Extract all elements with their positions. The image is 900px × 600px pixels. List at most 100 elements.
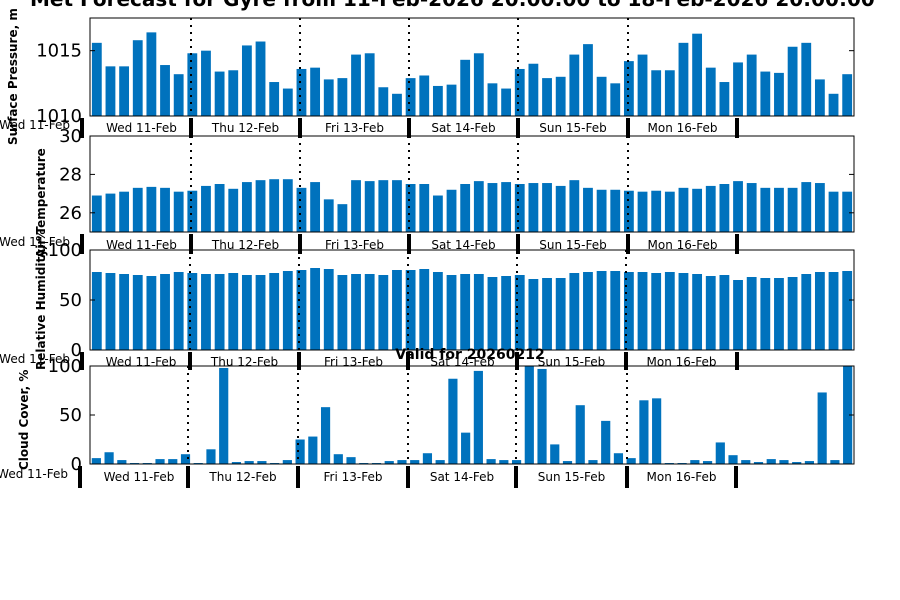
bar	[241, 275, 252, 350]
day-label: Sat 14-Feb	[430, 470, 494, 484]
bar	[779, 460, 789, 464]
bar	[814, 183, 825, 232]
bar	[214, 184, 225, 232]
bar	[487, 277, 498, 350]
bar	[219, 367, 229, 464]
bar	[168, 459, 178, 464]
bar	[119, 274, 130, 350]
bar	[397, 460, 407, 464]
bar	[132, 187, 143, 232]
bar	[760, 278, 771, 350]
bar	[105, 273, 116, 350]
day-label: Fri 13-Feb	[324, 355, 383, 369]
bar	[637, 191, 648, 232]
bar	[446, 189, 457, 232]
bar	[542, 278, 552, 350]
bar	[623, 190, 634, 232]
bar	[473, 181, 484, 232]
bar	[419, 184, 430, 232]
bar	[405, 270, 416, 350]
day-label: Fri 13-Feb	[324, 470, 383, 484]
bar	[610, 271, 621, 350]
ylabel-air-temperature: Air Temperature	[34, 148, 48, 258]
bar	[524, 366, 534, 464]
bar	[214, 71, 225, 116]
day-label-edge: Wed 11-Feb	[0, 118, 70, 132]
bar	[206, 449, 216, 464]
bar	[257, 461, 267, 464]
bar	[364, 181, 375, 232]
bar	[160, 274, 170, 350]
bar	[774, 278, 784, 350]
bar	[562, 461, 573, 464]
bar	[282, 88, 293, 116]
bar	[269, 273, 280, 350]
day-label-edge: Wed 11-Feb	[0, 352, 70, 366]
bar	[91, 42, 102, 116]
axes-frame	[89, 17, 855, 117]
bar	[733, 62, 743, 116]
bar	[461, 432, 471, 464]
bar	[702, 461, 713, 464]
bar	[746, 183, 757, 232]
bar	[623, 272, 634, 350]
day-label: Thu 12-Feb	[211, 121, 279, 135]
bar	[308, 436, 318, 464]
bar	[91, 272, 102, 350]
bar	[487, 183, 498, 232]
bar	[501, 182, 512, 232]
bar	[487, 83, 498, 116]
day-label: Mon 16-Feb	[648, 238, 718, 252]
day-label: Mon 16-Feb	[647, 355, 717, 369]
bar	[119, 66, 130, 116]
bar	[228, 273, 239, 350]
y-tick-label: 26	[59, 203, 82, 224]
bar	[555, 76, 566, 116]
bar	[801, 274, 812, 350]
bar	[351, 180, 361, 232]
day-label: Fri 13-Feb	[325, 238, 384, 252]
day-label: Thu 12-Feb	[208, 470, 276, 484]
bar	[514, 275, 525, 350]
bar	[419, 269, 430, 350]
bar	[231, 462, 242, 464]
bar	[392, 270, 402, 350]
bar	[173, 74, 184, 116]
bar	[828, 272, 839, 350]
bar	[392, 93, 402, 116]
bar	[651, 190, 662, 232]
bar	[569, 180, 580, 232]
bar	[705, 185, 716, 232]
bar	[180, 454, 191, 464]
day-label: Wed 11-Feb	[106, 238, 177, 252]
bar	[842, 74, 853, 116]
bar	[678, 273, 689, 350]
bar	[310, 67, 321, 116]
bar	[804, 461, 815, 464]
bar	[787, 187, 798, 232]
bar	[501, 88, 512, 116]
bar	[692, 274, 703, 350]
bar	[446, 275, 457, 350]
y-tick-label: 50	[59, 290, 82, 311]
bar	[787, 46, 798, 116]
bar	[588, 460, 598, 464]
day-label: Sun 15-Feb	[538, 355, 606, 369]
bar	[486, 459, 496, 464]
bar	[187, 190, 198, 232]
bar	[753, 462, 764, 464]
bar	[346, 457, 356, 464]
cloud-cover-annotation: Valid for 20260212	[395, 347, 544, 363]
y-tick-label: 0	[71, 454, 82, 475]
bar	[499, 460, 509, 464]
bar	[432, 85, 443, 116]
ylabel-relative-humidity: Relative Humidity, %	[34, 229, 48, 370]
bar	[719, 275, 730, 350]
day-label: Sat 14-Feb	[431, 238, 495, 252]
bar	[132, 40, 143, 116]
bar	[555, 185, 566, 232]
bar	[760, 187, 771, 232]
bar	[514, 184, 525, 232]
bar	[651, 273, 662, 350]
bar	[473, 53, 484, 116]
